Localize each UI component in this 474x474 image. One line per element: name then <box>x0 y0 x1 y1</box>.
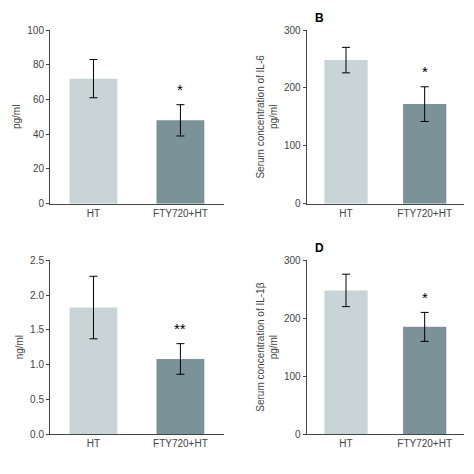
svg-text:HT: HT <box>339 438 352 449</box>
svg-text:HT: HT <box>87 208 100 219</box>
svg-text:ng/ml: ng/ml <box>14 335 25 359</box>
svg-text:FTY720+HT: FTY720+HT <box>397 438 452 449</box>
svg-text:*: * <box>422 289 428 306</box>
svg-text:40: 40 <box>33 129 45 140</box>
svg-text:FTY720+HT: FTY720+HT <box>153 438 208 449</box>
svg-text:2.5: 2.5 <box>30 255 44 266</box>
svg-text:100: 100 <box>284 140 301 151</box>
svg-text:2.0: 2.0 <box>30 290 44 301</box>
svg-text:*: * <box>177 81 183 98</box>
svg-text:60: 60 <box>33 94 45 105</box>
svg-text:0: 0 <box>38 198 44 209</box>
svg-text:D: D <box>315 241 324 255</box>
svg-text:0.0: 0.0 <box>30 429 44 440</box>
svg-text:300: 300 <box>284 25 301 36</box>
svg-text:B: B <box>315 11 324 25</box>
svg-text:200: 200 <box>284 313 301 324</box>
svg-text:HT: HT <box>87 438 100 449</box>
svg-text:FTY720+HT: FTY720+HT <box>397 208 452 219</box>
svg-text:HT: HT <box>339 208 352 219</box>
svg-text:0: 0 <box>295 429 301 440</box>
svg-text:pg/ml: pg/ml <box>11 105 22 129</box>
svg-text:100: 100 <box>284 371 301 382</box>
svg-text:200: 200 <box>284 82 301 93</box>
svg-text:80: 80 <box>33 59 45 70</box>
svg-text:FTY720+HT: FTY720+HT <box>153 208 208 219</box>
svg-text:100: 100 <box>27 25 44 36</box>
svg-text:0: 0 <box>295 198 301 209</box>
svg-text:1.0: 1.0 <box>30 359 44 370</box>
svg-text:**: ** <box>174 320 186 337</box>
svg-text:20: 20 <box>33 163 45 174</box>
svg-text:Serum concentration of IL-1βpg: Serum concentration of IL-1βpg/ml <box>255 282 279 411</box>
svg-text:300: 300 <box>284 255 301 266</box>
svg-text:1.5: 1.5 <box>30 324 44 335</box>
svg-text:*: * <box>422 63 428 80</box>
svg-text:Serum concentration of IL-6pg/: Serum concentration of IL-6pg/ml <box>255 55 279 179</box>
svg-text:0.5: 0.5 <box>30 394 44 405</box>
